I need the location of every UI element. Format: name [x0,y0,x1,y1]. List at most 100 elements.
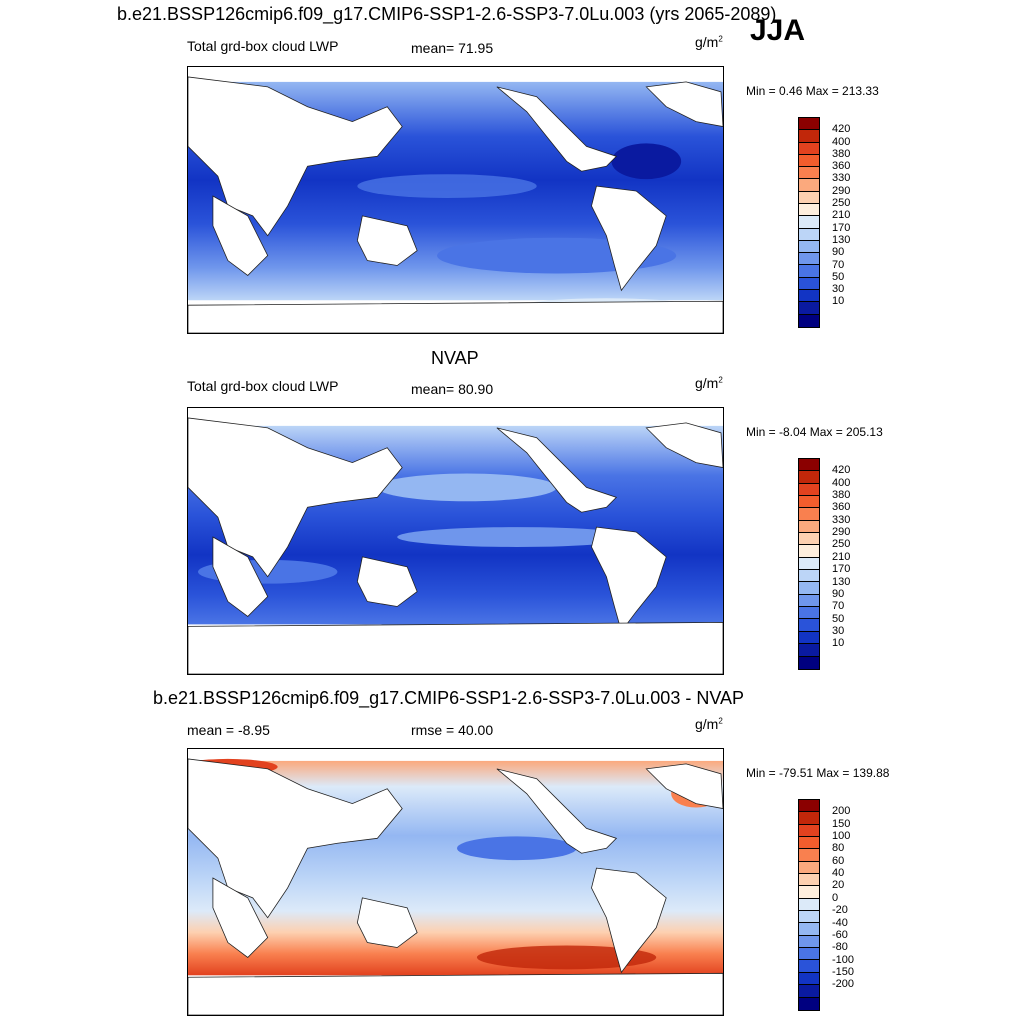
panel-1-title: b.e21.BSSP126cmip6.f09_g17.CMIP6-SSP1-2.… [117,4,777,24]
colorbar-label: 360 [832,160,851,173]
colorbar-label: 380 [832,147,851,160]
colorbar-swatch [799,154,819,168]
colorbar-label: 70 [832,600,845,613]
colorbar-label: 90 [832,246,845,259]
colorbar-label: -100 [832,953,855,966]
colorbar-swatch [799,314,819,327]
colorbar-label: 290 [832,184,851,197]
colorbar-label: 90 [832,587,845,600]
colorbar-swatch [799,861,819,875]
panel-2-colorbar [798,458,820,670]
colorbar-label: -40 [832,916,848,929]
panel-3-map [187,748,724,1016]
colorbar-swatch [799,570,819,583]
colorbar-label: 170 [832,563,851,576]
colorbar-swatch [799,911,819,924]
colorbar-swatch [799,228,819,241]
colorbar-swatch [799,800,819,813]
colorbar-swatch [799,130,819,143]
panel-3-rmse-label: rmse = 40.00 [411,722,494,738]
panel-1-map [187,66,724,334]
panel-2-variable-label: Total grd-box cloud LWP [187,378,339,394]
colorbar-label: 150 [832,817,851,830]
colorbar-swatch [799,557,819,571]
colorbar-label: 400 [832,135,851,148]
colorbar-swatch [799,972,819,986]
panel-3-colorbar [798,799,820,1011]
panel-3-mean-label: mean = -8.95 [187,722,270,738]
colorbar-swatch [799,898,819,912]
colorbar-label: 400 [832,476,851,489]
colorbar-label: 80 [832,842,845,855]
panel-2-mean-label: mean= 80.90 [411,381,494,397]
colorbar-label: 40 [832,867,845,880]
colorbar-swatch [799,302,819,315]
panel-2-map [187,407,724,675]
colorbar-swatch [799,960,819,973]
colorbar-swatch [799,508,819,521]
panel-2-title: NVAP [431,348,479,368]
panel-3-units: g/m2 [695,716,723,732]
colorbar-label: 420 [832,464,851,477]
colorbar-swatch [799,533,819,546]
colorbar-label: 170 [832,221,851,234]
season-label: JJA [750,14,806,47]
colorbar-label: -150 [832,965,855,978]
colorbar-label: 210 [832,550,851,563]
colorbar-swatch [799,253,819,266]
colorbar-label: 360 [832,501,851,514]
colorbar-swatch [799,118,819,131]
colorbar-swatch [799,289,819,303]
colorbar-swatch [799,837,819,850]
colorbar-swatch [799,545,819,558]
panel-1-mean-label: mean= 71.95 [411,40,494,56]
colorbar-swatch [799,167,819,180]
panel-1-colorbar [798,117,820,328]
colorbar-label: 0 [832,891,839,904]
colorbar-label: 50 [832,270,845,283]
colorbar-label: 250 [832,197,851,210]
panel-1-units: g/m2 [695,34,723,50]
panel-2-units: g/m2 [695,375,723,391]
colorbar-label: 330 [832,172,851,185]
colorbar-swatch [799,619,819,632]
panel-1-map-field [188,76,723,333]
colorbar-swatch [799,459,819,472]
panel-2-map-field [188,417,723,674]
colorbar-swatch [799,607,819,620]
colorbar-swatch [799,216,819,229]
colorbar-label: 130 [832,575,851,588]
colorbar-label: 70 [832,258,845,271]
colorbar-swatch [799,656,819,669]
colorbar-label: 210 [832,209,851,222]
colorbar-swatch [799,203,819,217]
colorbar-label: 380 [832,489,851,502]
colorbar-swatch [799,277,819,290]
colorbar-swatch [799,997,819,1010]
colorbar-swatch [799,985,819,998]
colorbar-swatch [799,191,819,204]
panel-1-variable-label: Total grd-box cloud LWP [187,38,339,54]
colorbar-swatch [799,179,819,192]
colorbar-label: 250 [832,538,851,551]
colorbar-swatch [799,644,819,657]
colorbar-label: 200 [832,805,851,818]
colorbar-label: 20 [832,879,845,892]
colorbar-label: 130 [832,233,851,246]
colorbar-swatch [799,631,819,645]
colorbar-swatch [799,496,819,509]
colorbar-swatch [799,582,819,595]
colorbar-swatch [799,874,819,887]
colorbar-swatch [799,471,819,484]
colorbar-label: 30 [832,624,845,637]
colorbar-swatch [799,923,819,936]
colorbar-swatch [799,948,819,961]
panel-3-min-max: Min = -79.51 Max = 139.88 [746,766,890,780]
colorbar-label: 290 [832,526,851,539]
colorbar-swatch [799,240,819,254]
colorbar-swatch [799,886,819,899]
colorbar-label: -20 [832,904,848,917]
colorbar-swatch [799,483,819,497]
colorbar-swatch [799,142,819,155]
panel-1-min-max: Min = 0.46 Max = 213.33 [746,84,879,98]
